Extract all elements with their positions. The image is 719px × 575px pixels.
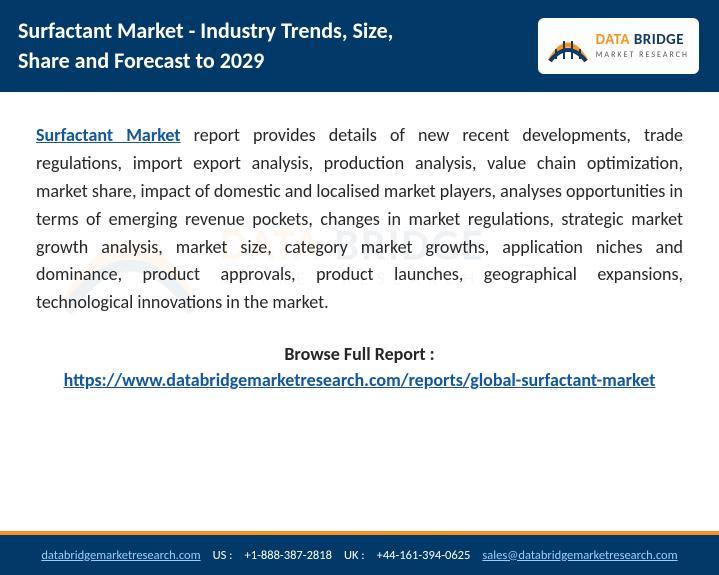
- footer-us-phone: +1-888-387-2818: [245, 548, 332, 563]
- logo-bridge-icon: [548, 25, 588, 67]
- body-paragraph: Surfactant Market report provides detail…: [36, 122, 683, 317]
- footer-bar: databridgemarketresearch.com US : +1-888…: [0, 535, 719, 575]
- logo-text: DATA BRIDGE MARKET RESEARCH: [596, 33, 689, 59]
- footer-uk-label: UK :: [344, 548, 365, 563]
- header-bar: Surfactant Market - Industry Trends, Siz…: [0, 0, 719, 92]
- page-title: Surfactant Market - Industry Trends, Siz…: [18, 16, 448, 75]
- body-paragraph-text: report provides details of new recent de…: [36, 124, 683, 313]
- footer-site-link[interactable]: databridgemarketresearch.com: [41, 548, 200, 563]
- browse-full-report-link[interactable]: https://www.databridgemarketresearch.com…: [64, 367, 656, 393]
- browse-block: Browse Full Report : https://www.databri…: [36, 341, 683, 393]
- report-title-link[interactable]: Surfactant Market: [36, 124, 181, 146]
- logo-word-data: DATA: [596, 31, 630, 49]
- footer-uk-phone: +44-161-394-0625: [377, 548, 471, 563]
- brand-logo: DATA BRIDGE MARKET RESEARCH: [538, 18, 699, 74]
- logo-subtitle: MARKET RESEARCH: [596, 51, 689, 59]
- logo-word-bridge: BRIDGE: [630, 31, 684, 49]
- footer-us-label: US :: [213, 548, 233, 563]
- content-area: DATA BRIDGE MARKET RESEARCH Surfactant M…: [0, 92, 719, 403]
- browse-label: Browse Full Report :: [36, 341, 683, 367]
- footer-email-link[interactable]: sales@databridgemarketresearch.com: [482, 548, 677, 563]
